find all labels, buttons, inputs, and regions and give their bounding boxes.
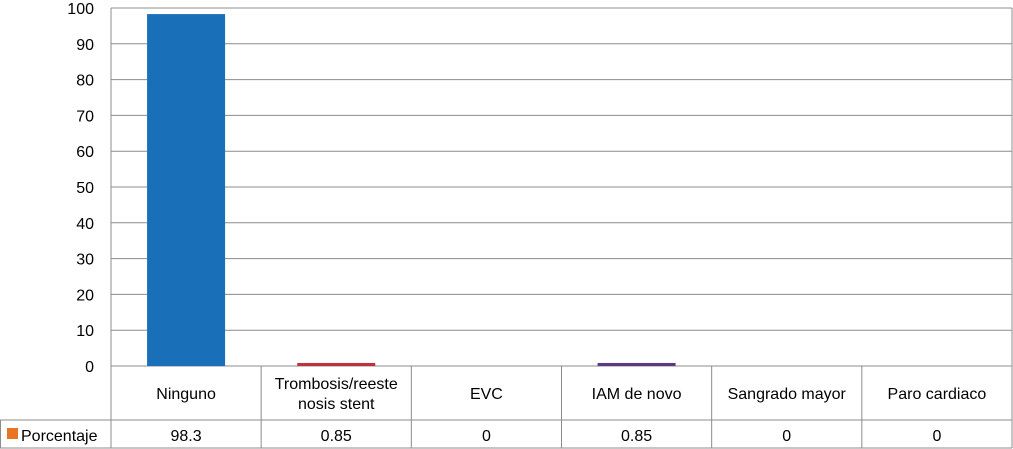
category-label: Paro cardiaco [888, 386, 987, 403]
y-tick-label: 80 [76, 73, 94, 90]
y-tick-label: 90 [76, 37, 94, 54]
data-table-value: 98.3 [171, 428, 202, 445]
data-table-value: 0 [782, 428, 791, 445]
category-label: Trombosis/reeste [275, 376, 398, 393]
y-tick-label: 40 [76, 216, 94, 233]
data-table-value: 0.85 [321, 428, 352, 445]
y-tick-label: 50 [76, 180, 94, 197]
legend-label: Porcentaje [21, 428, 98, 445]
category-label: nosis stent [298, 396, 375, 413]
category-label: EVC [470, 386, 503, 403]
data-table-value: 0.85 [621, 428, 652, 445]
y-tick-label: 20 [76, 287, 94, 304]
data-table-value: 0 [482, 428, 491, 445]
bar-1 [297, 362, 376, 366]
y-tick-label: 30 [76, 252, 94, 269]
y-tick-label: 60 [76, 144, 94, 161]
category-label: Sangrado mayor [728, 386, 847, 403]
data-table-value: 0 [932, 428, 941, 445]
y-tick-label: 100 [67, 1, 94, 18]
category-label: Ninguno [156, 386, 216, 403]
y-tick-label: 10 [76, 323, 94, 340]
y-tick-label: 0 [85, 359, 94, 376]
y-tick-label: 70 [76, 108, 94, 125]
legend-swatch [7, 428, 18, 439]
bar-0 [147, 14, 226, 367]
bar-3 [597, 362, 676, 366]
category-label: IAM de novo [592, 386, 682, 403]
